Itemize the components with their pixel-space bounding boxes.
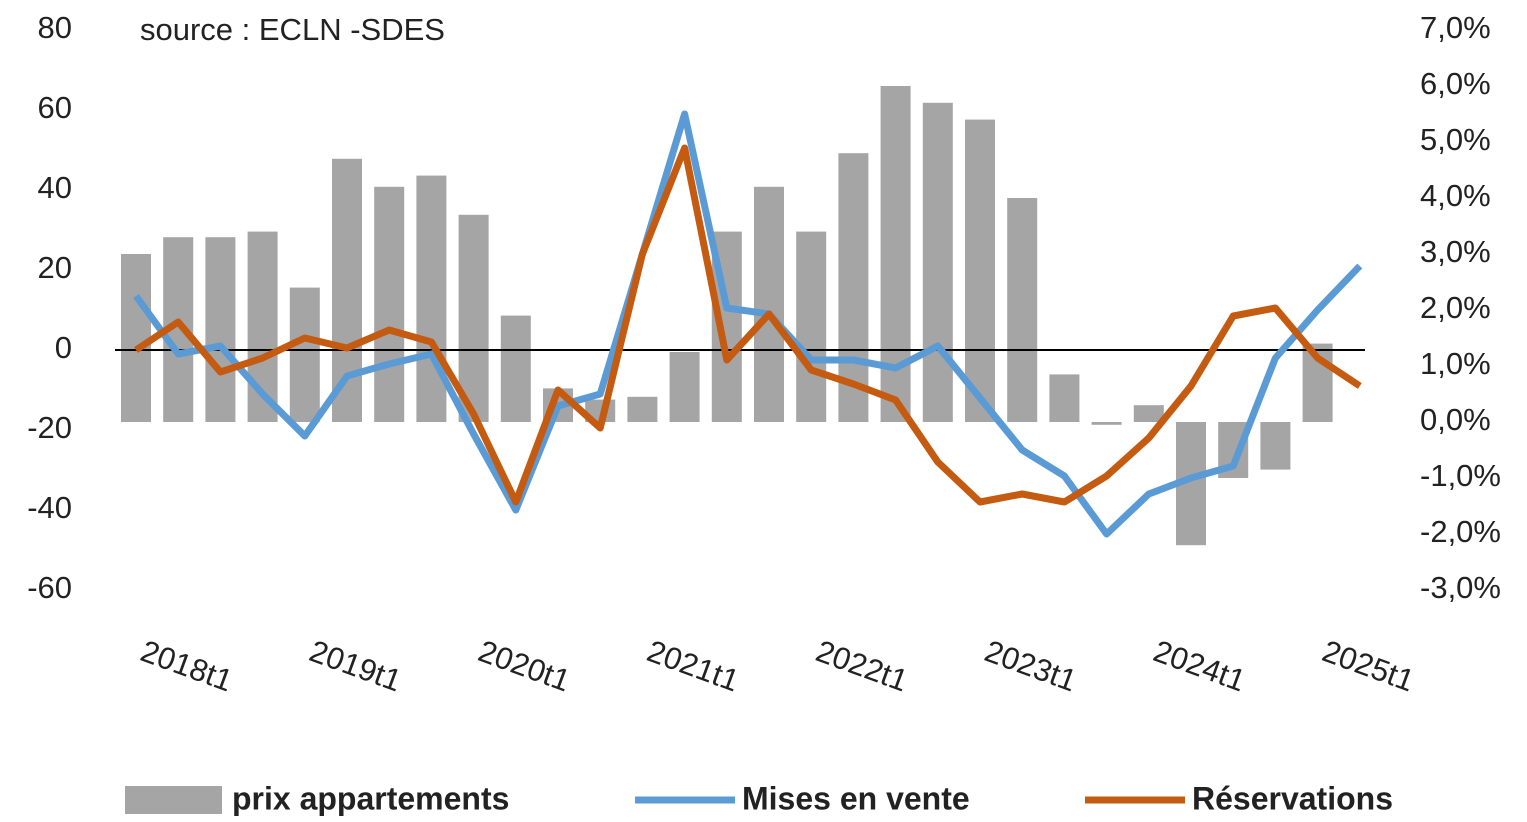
y-tick-label: 20 (38, 250, 72, 285)
x-tick-label: 2018t1 (136, 633, 237, 698)
bar (332, 158, 362, 423)
y2-tick-label: 5,0% (1420, 122, 1491, 157)
bar (121, 254, 151, 422)
y2-tick-label: -3,0% (1420, 570, 1501, 605)
y2-tick-label: 4,0% (1420, 178, 1491, 213)
bar (374, 186, 405, 422)
source-note: source : ECLN -SDES (140, 12, 445, 47)
y-tick-label: -20 (27, 410, 72, 445)
y2-tick-label: -2,0% (1420, 514, 1501, 549)
x-tick-label: 2021t1 (643, 633, 744, 698)
bar (500, 315, 531, 422)
x-tick-label: 2025t1 (1318, 633, 1419, 698)
bar (1091, 422, 1122, 425)
y2-tick-label: 7,0% (1420, 10, 1491, 45)
y2-tick-label: 3,0% (1420, 234, 1491, 269)
y-tick-label: 60 (38, 90, 72, 125)
bar (416, 175, 447, 422)
y-tick-label: -60 (27, 570, 72, 605)
y2-tick-label: 1,0% (1420, 346, 1491, 381)
legend-label: Réservations (1192, 780, 1393, 816)
bar (796, 231, 827, 422)
bar (922, 102, 953, 423)
legend-label: prix appartements (232, 780, 509, 816)
bar (1007, 198, 1038, 422)
x-tick-label: 2019t1 (305, 633, 406, 698)
bar (1133, 405, 1164, 422)
y2-tick-label: 6,0% (1420, 66, 1491, 101)
bar (880, 86, 911, 422)
bar (458, 214, 489, 422)
legend-swatch (125, 786, 222, 814)
y-tick-label: 40 (38, 170, 72, 205)
bar (965, 119, 995, 422)
line (134, 144, 1362, 506)
legend-label: Mises en vente (742, 780, 970, 816)
bar (1260, 422, 1291, 470)
x-tick-label: 2022t1 (811, 633, 912, 698)
bar (289, 287, 320, 422)
bar (205, 237, 236, 422)
y-tick-label: 80 (38, 10, 72, 45)
y2-tick-label: -1,0% (1420, 458, 1501, 493)
x-tick-label: 2020t1 (474, 633, 575, 698)
line (133, 110, 1363, 538)
x-tick-label: 2024t1 (1149, 633, 1250, 698)
y-tick-label: 0 (55, 330, 72, 365)
bar (669, 352, 700, 422)
x-tick-label: 2023t1 (980, 633, 1081, 698)
bar (754, 186, 784, 422)
y-tick-label: -40 (27, 490, 72, 525)
y2-tick-label: 0,0% (1420, 402, 1491, 437)
bar (627, 396, 658, 422)
bar (1049, 374, 1080, 422)
y2-tick-label: 2,0% (1420, 290, 1491, 325)
